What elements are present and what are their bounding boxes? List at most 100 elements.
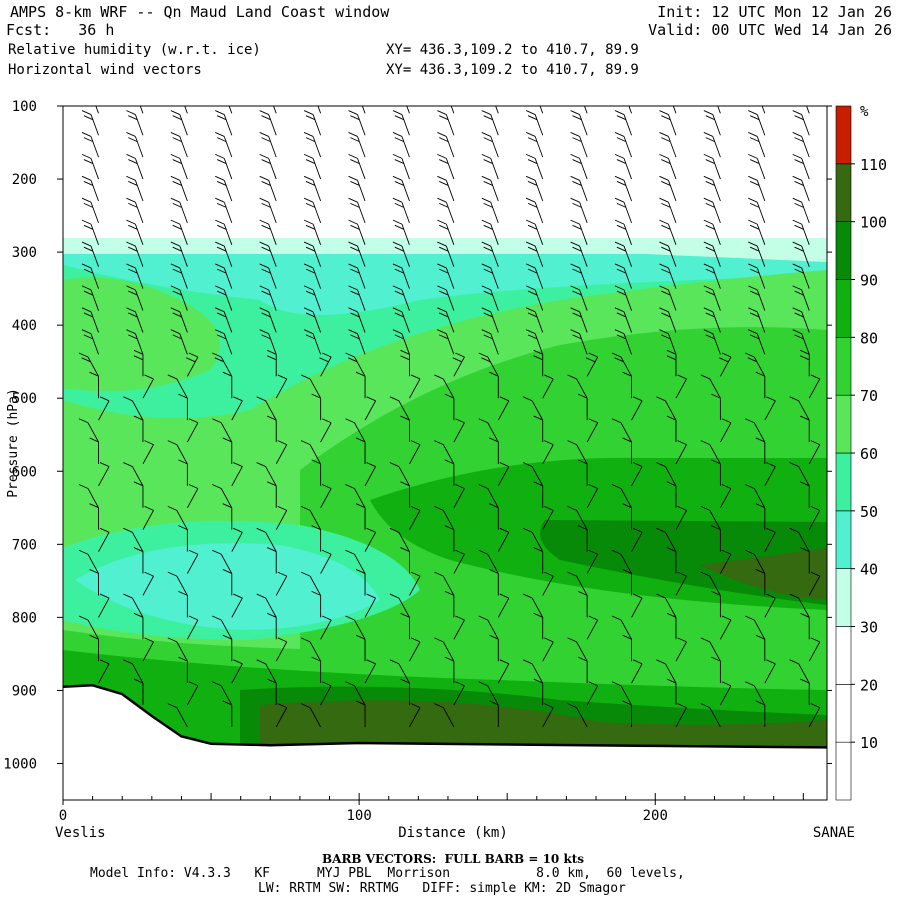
barb-flag <box>572 159 582 164</box>
wind-barb <box>567 637 588 662</box>
wind-barb <box>222 371 233 399</box>
barb-flag <box>78 615 89 621</box>
barb-staff <box>186 356 199 377</box>
wind-barb <box>567 440 588 465</box>
wind-barb <box>228 106 233 114</box>
barb-flag <box>216 224 227 230</box>
barb-staff <box>179 333 188 355</box>
wind-barb <box>666 678 677 706</box>
barb-staff <box>312 158 322 180</box>
barb-staff <box>453 554 465 574</box>
barb-flag <box>321 418 332 424</box>
barb-staff <box>357 311 366 333</box>
wind-barb <box>481 153 499 180</box>
barb-staff <box>268 267 277 289</box>
wind-barb <box>533 612 544 640</box>
barb-flag <box>570 285 580 291</box>
barb-flag <box>611 615 622 621</box>
wind-barb <box>611 418 632 443</box>
barb-staff <box>720 422 732 443</box>
wind-barb <box>392 307 410 333</box>
wind-barb <box>170 153 188 180</box>
barb-staff <box>87 619 99 640</box>
barb-staff <box>406 106 410 114</box>
barb-flag <box>749 137 760 143</box>
barb-flag <box>481 357 491 363</box>
colorbar-label: 30 <box>860 619 878 637</box>
barb-staff <box>490 311 499 333</box>
barb-flag <box>704 89 713 93</box>
colorbar-label: 100 <box>860 214 887 232</box>
barb-flag <box>83 290 94 296</box>
wind-barb <box>409 440 421 465</box>
barb-staff <box>586 356 599 377</box>
wind-barb <box>622 634 633 662</box>
wind-barb <box>259 219 277 245</box>
barb-staff <box>409 444 421 465</box>
barb-staff <box>586 685 599 706</box>
barb-staff <box>631 597 643 618</box>
barb-flag <box>277 637 287 643</box>
barb-flag <box>666 678 677 684</box>
barb-flag <box>350 334 360 340</box>
barb-flag <box>303 132 314 137</box>
barb-staff <box>453 685 465 706</box>
barb-flag <box>527 159 538 164</box>
wind-barb <box>522 462 544 487</box>
wind-barb <box>142 440 154 465</box>
wind-barb <box>789 659 810 684</box>
barb-flag <box>259 175 269 181</box>
barb-flag <box>123 593 133 599</box>
barb-flag <box>99 659 110 665</box>
x-endpoint-right: SANAE <box>813 825 855 841</box>
wind-barb <box>178 459 188 486</box>
barb-flag <box>705 224 715 230</box>
barb-staff <box>675 444 687 465</box>
wind-barb <box>666 612 677 640</box>
barb-staff <box>490 114 499 136</box>
barb-flag <box>133 349 144 355</box>
barb-staff <box>223 267 233 289</box>
barb-flag <box>311 459 321 465</box>
barb-flag <box>711 525 721 531</box>
barb-staff <box>134 158 144 180</box>
barb-flag <box>300 571 311 577</box>
barb-flag <box>394 224 404 230</box>
barb-staff <box>756 136 766 158</box>
barb-flag <box>350 115 360 121</box>
wind-barb <box>453 418 465 443</box>
wind-barb <box>170 285 188 311</box>
barb-flag <box>622 700 632 706</box>
barb-staff <box>186 488 199 509</box>
wind-barb <box>437 197 455 224</box>
barb-staff <box>753 488 766 509</box>
barb-flag <box>455 615 465 621</box>
barb-flag <box>567 637 577 643</box>
barb-flag <box>345 484 355 489</box>
barb-flag <box>216 312 227 318</box>
barb-staff <box>668 245 677 267</box>
barb-staff <box>409 378 421 399</box>
wind-barb <box>478 549 499 574</box>
wind-barb <box>178 656 188 684</box>
barb-staff <box>132 400 144 421</box>
barb-flag <box>261 159 271 164</box>
barb-flag <box>167 703 178 709</box>
barb-staff <box>309 510 322 530</box>
barb-flag <box>355 569 366 574</box>
wind-barb <box>273 106 277 114</box>
barb-staff <box>98 532 110 552</box>
barb-flag <box>533 481 543 487</box>
barb-flag <box>481 285 491 291</box>
barb-flag <box>126 307 136 313</box>
wind-barb <box>259 110 277 136</box>
wind-barb <box>437 175 455 202</box>
barb-flag <box>261 224 271 230</box>
barb-flag <box>393 89 402 93</box>
barb-staff <box>132 466 144 487</box>
barb-staff <box>87 422 99 443</box>
barb-staff <box>409 575 421 596</box>
barb-flag <box>533 547 543 552</box>
barb-flag <box>172 159 182 164</box>
barb-flag <box>703 285 714 291</box>
